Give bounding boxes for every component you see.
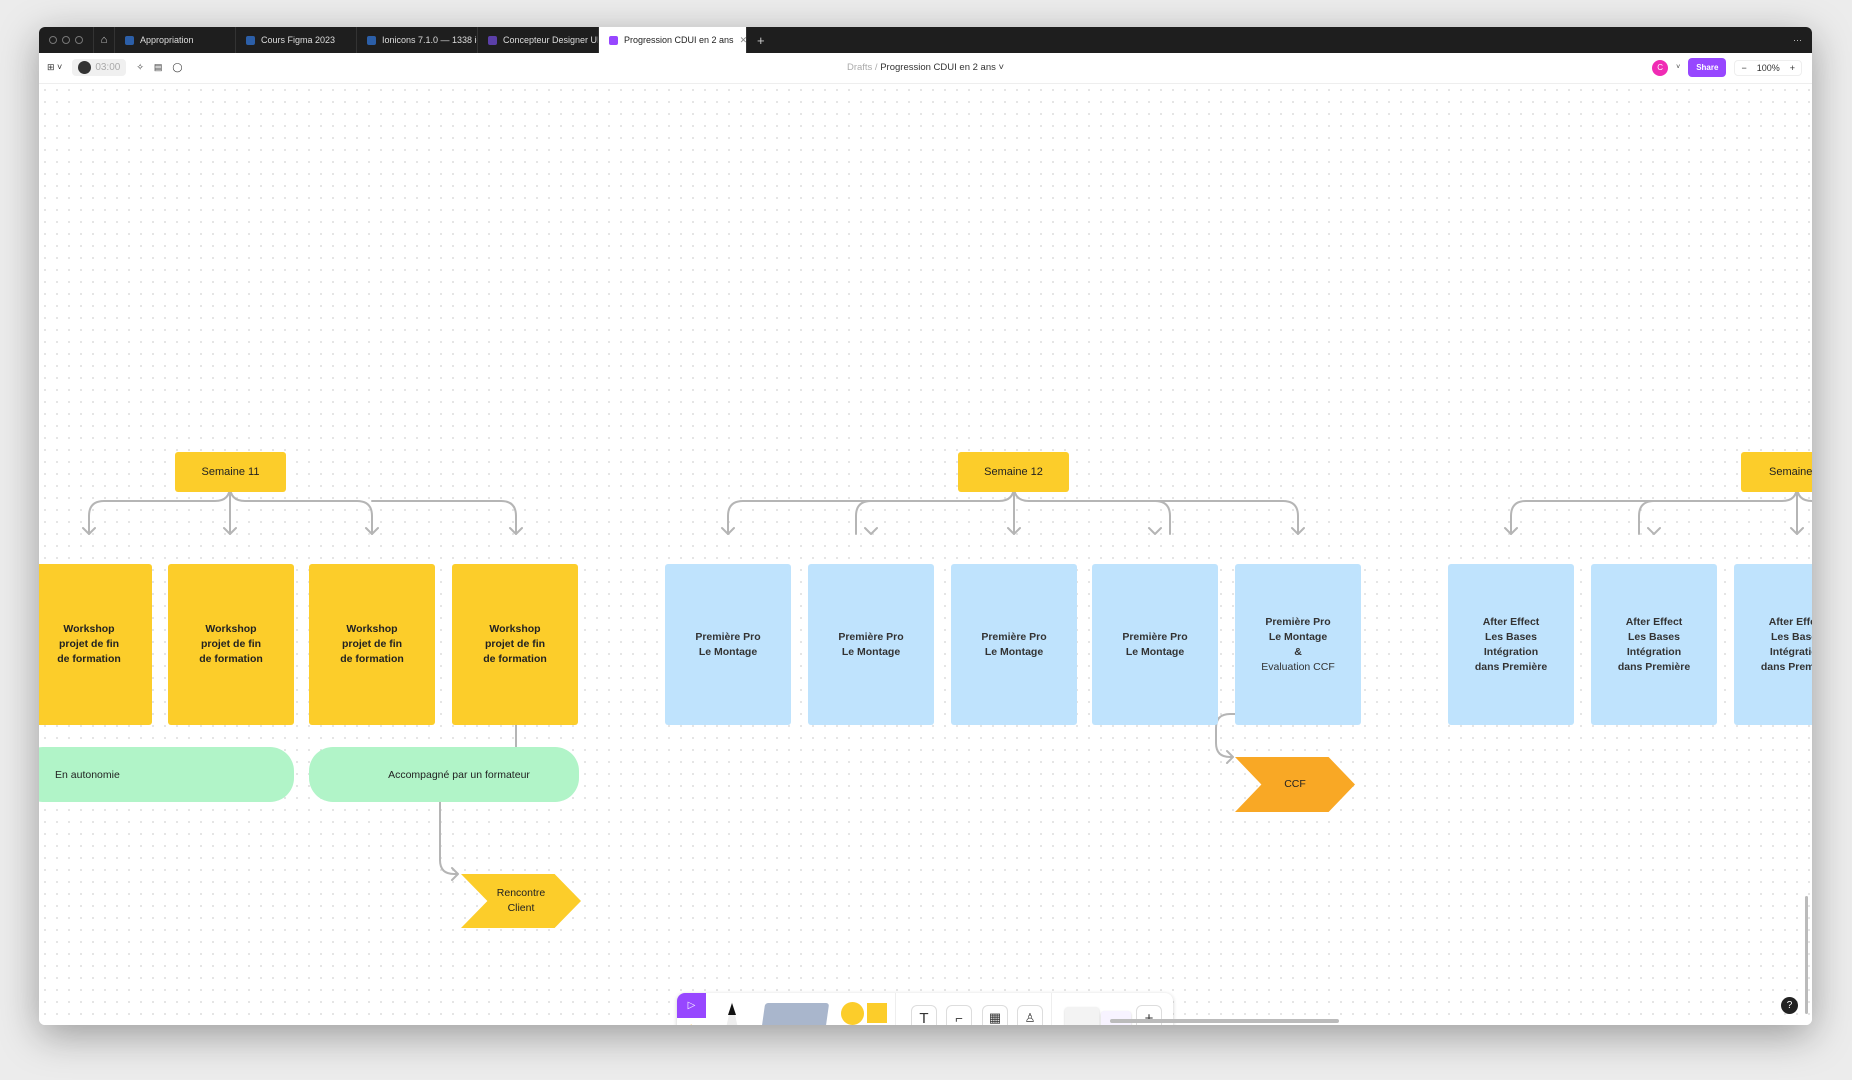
sticky-workshop[interactable]: Workshop projet de fin de formation	[452, 564, 578, 725]
comment-icon[interactable]: ◯	[172, 62, 183, 72]
more-tools-plus-icon[interactable]: +	[1136, 1005, 1162, 1025]
main-menu-icon[interactable]: ⊞ ˅	[47, 62, 63, 72]
layout-icon[interactable]: ▤	[153, 62, 163, 72]
new-tab-button[interactable]: +	[757, 32, 765, 48]
sticky-premiere-pro[interactable]: Première Pro Le Montage	[951, 564, 1077, 725]
pill-text: Accompagné par un formateur	[388, 768, 530, 781]
file-icon	[125, 35, 134, 45]
shape-tool-square[interactable]	[867, 1003, 887, 1023]
card-text: Première Pro Le Montage &	[1265, 615, 1331, 658]
chevron-down-icon[interactable]: ˅	[1676, 64, 1681, 71]
sticky-premiere-pro[interactable]: Première Pro Le Montage	[808, 564, 934, 725]
tab-progression[interactable]: Progression CDUI en 2 ans ✕	[599, 27, 747, 53]
sticky-premiere-pro-ccf[interactable]: Première Pro Le Montage & Evaluation CCF	[1235, 564, 1361, 725]
horizontal-scrollbar[interactable]	[1110, 1019, 1339, 1023]
canvas[interactable]: Semaine 11 Semaine 12 Semaine Workshop p…	[39, 84, 1812, 1025]
tab-label: Ionicons 7.1.0 — 1338 icons pack (C	[382, 35, 477, 45]
week-label: Semaine	[1769, 466, 1812, 478]
sticky-workshop[interactable]: Workshop projet de fin de formation	[39, 564, 152, 725]
avatar	[78, 61, 92, 74]
pen-tip-icon	[728, 1003, 736, 1015]
zoom-in-button[interactable]: +	[1789, 62, 1795, 73]
sticky-after-effect[interactable]: After Effect Les Bases Intégration dans …	[1591, 564, 1717, 725]
figjam-window: ⌂ Appropriation Cours Figma 2023 Ionicon…	[39, 27, 1812, 1025]
top-toolbar: ⊞ ˅ 03:00 ✧ ▤ ◯ Drafts / Progression CDU…	[39, 53, 1812, 84]
tab-ionicons[interactable]: Ionicons 7.1.0 — 1338 icons pack (C	[357, 27, 478, 53]
week-label: Semaine 12	[984, 466, 1043, 478]
timer-button[interactable]: 03:00	[72, 59, 127, 76]
share-button[interactable]: Share	[1688, 58, 1727, 77]
pill-accompanied[interactable]: Accompagné par un formateur	[309, 747, 579, 802]
tab-cours-figma[interactable]: Cours Figma 2023	[236, 27, 357, 53]
timer-value: 03:00	[95, 62, 121, 73]
zoom-control: −100% +	[1734, 59, 1802, 76]
text-tool-icon[interactable]: T	[911, 1005, 937, 1025]
file-name[interactable]: Progression CDUI en 2 ans	[880, 62, 996, 73]
sticky-workshop[interactable]: Workshop projet de fin de formation	[168, 564, 294, 725]
shape-tool-circle[interactable]	[841, 1002, 864, 1025]
file-icon	[488, 35, 497, 45]
templates-thumbnail[interactable]	[1065, 1007, 1099, 1025]
user-avatar[interactable]: C	[1652, 59, 1669, 76]
week-13-label[interactable]: Semaine	[1741, 452, 1812, 492]
home-icon[interactable]: ⌂	[93, 27, 115, 53]
sticky-after-effect[interactable]: After Effect Les Bases Intégration dans …	[1734, 564, 1812, 725]
tab-label: Appropriation	[140, 35, 194, 45]
tab-label: Concepteur Designer UI	[503, 35, 599, 45]
bottom-toolbar: ▷ ✋ ↱ T ⌐ ▦ ♙ +	[677, 993, 1173, 1025]
file-icon	[246, 35, 255, 45]
table-tool-icon[interactable]: ▦	[982, 1005, 1008, 1025]
breadcrumb: Drafts / Progression CDUI en 2 ans ˅	[846, 62, 1005, 73]
tab-concepteur[interactable]: Concepteur Designer UI	[478, 27, 599, 53]
tab-appropriation[interactable]: Appropriation	[115, 27, 236, 53]
sticky-premiere-pro[interactable]: Première Pro Le Montage	[1092, 564, 1218, 725]
week-12-label[interactable]: Semaine 12	[958, 452, 1069, 492]
sticky-after-effect[interactable]: After Effect Les Bases Intégration dans …	[1448, 564, 1574, 725]
sticky-premiere-pro[interactable]: Première Pro Le Montage	[665, 564, 791, 725]
hand-tool[interactable]: ✋	[677, 1018, 706, 1026]
connectors	[82, 464, 1812, 881]
sticky-note-tool[interactable]	[758, 1003, 830, 1025]
sparkle-icon[interactable]: ✧	[136, 62, 144, 72]
section-tool-icon[interactable]: ⌐	[946, 1005, 972, 1025]
select-tool[interactable]: ▷	[677, 993, 706, 1018]
pill-text: En autonomie	[55, 768, 120, 781]
file-icon	[367, 35, 376, 45]
week-11-label[interactable]: Semaine 11	[175, 452, 286, 492]
breadcrumb-drafts[interactable]: Drafts	[846, 62, 873, 73]
tab-label: Progression CDUI en 2 ans	[624, 35, 734, 45]
zoom-level[interactable]: 100%	[1756, 62, 1780, 73]
stamp-tool-icon[interactable]: ♙	[1017, 1005, 1043, 1025]
figjam-file-icon	[609, 35, 618, 45]
help-button[interactable]: ?	[1781, 997, 1798, 1014]
vertical-scrollbar[interactable]	[1805, 896, 1808, 1014]
pill-autonomy[interactable]: En autonomie	[39, 747, 294, 802]
tab-label: Cours Figma 2023	[261, 35, 336, 45]
week-label: Semaine 11	[201, 466, 260, 478]
tab-bar: ⌂ Appropriation Cours Figma 2023 Ionicon…	[39, 27, 1812, 53]
more-icon[interactable]: ···	[1793, 35, 1802, 45]
window-controls[interactable]	[39, 36, 93, 44]
close-icon[interactable]: ✕	[739, 34, 747, 45]
sticky-workshop[interactable]: Workshop projet de fin de formation	[309, 564, 435, 725]
card-text: Evaluation CCF	[1261, 660, 1335, 673]
zoom-out-button[interactable]: −	[1741, 62, 1747, 73]
